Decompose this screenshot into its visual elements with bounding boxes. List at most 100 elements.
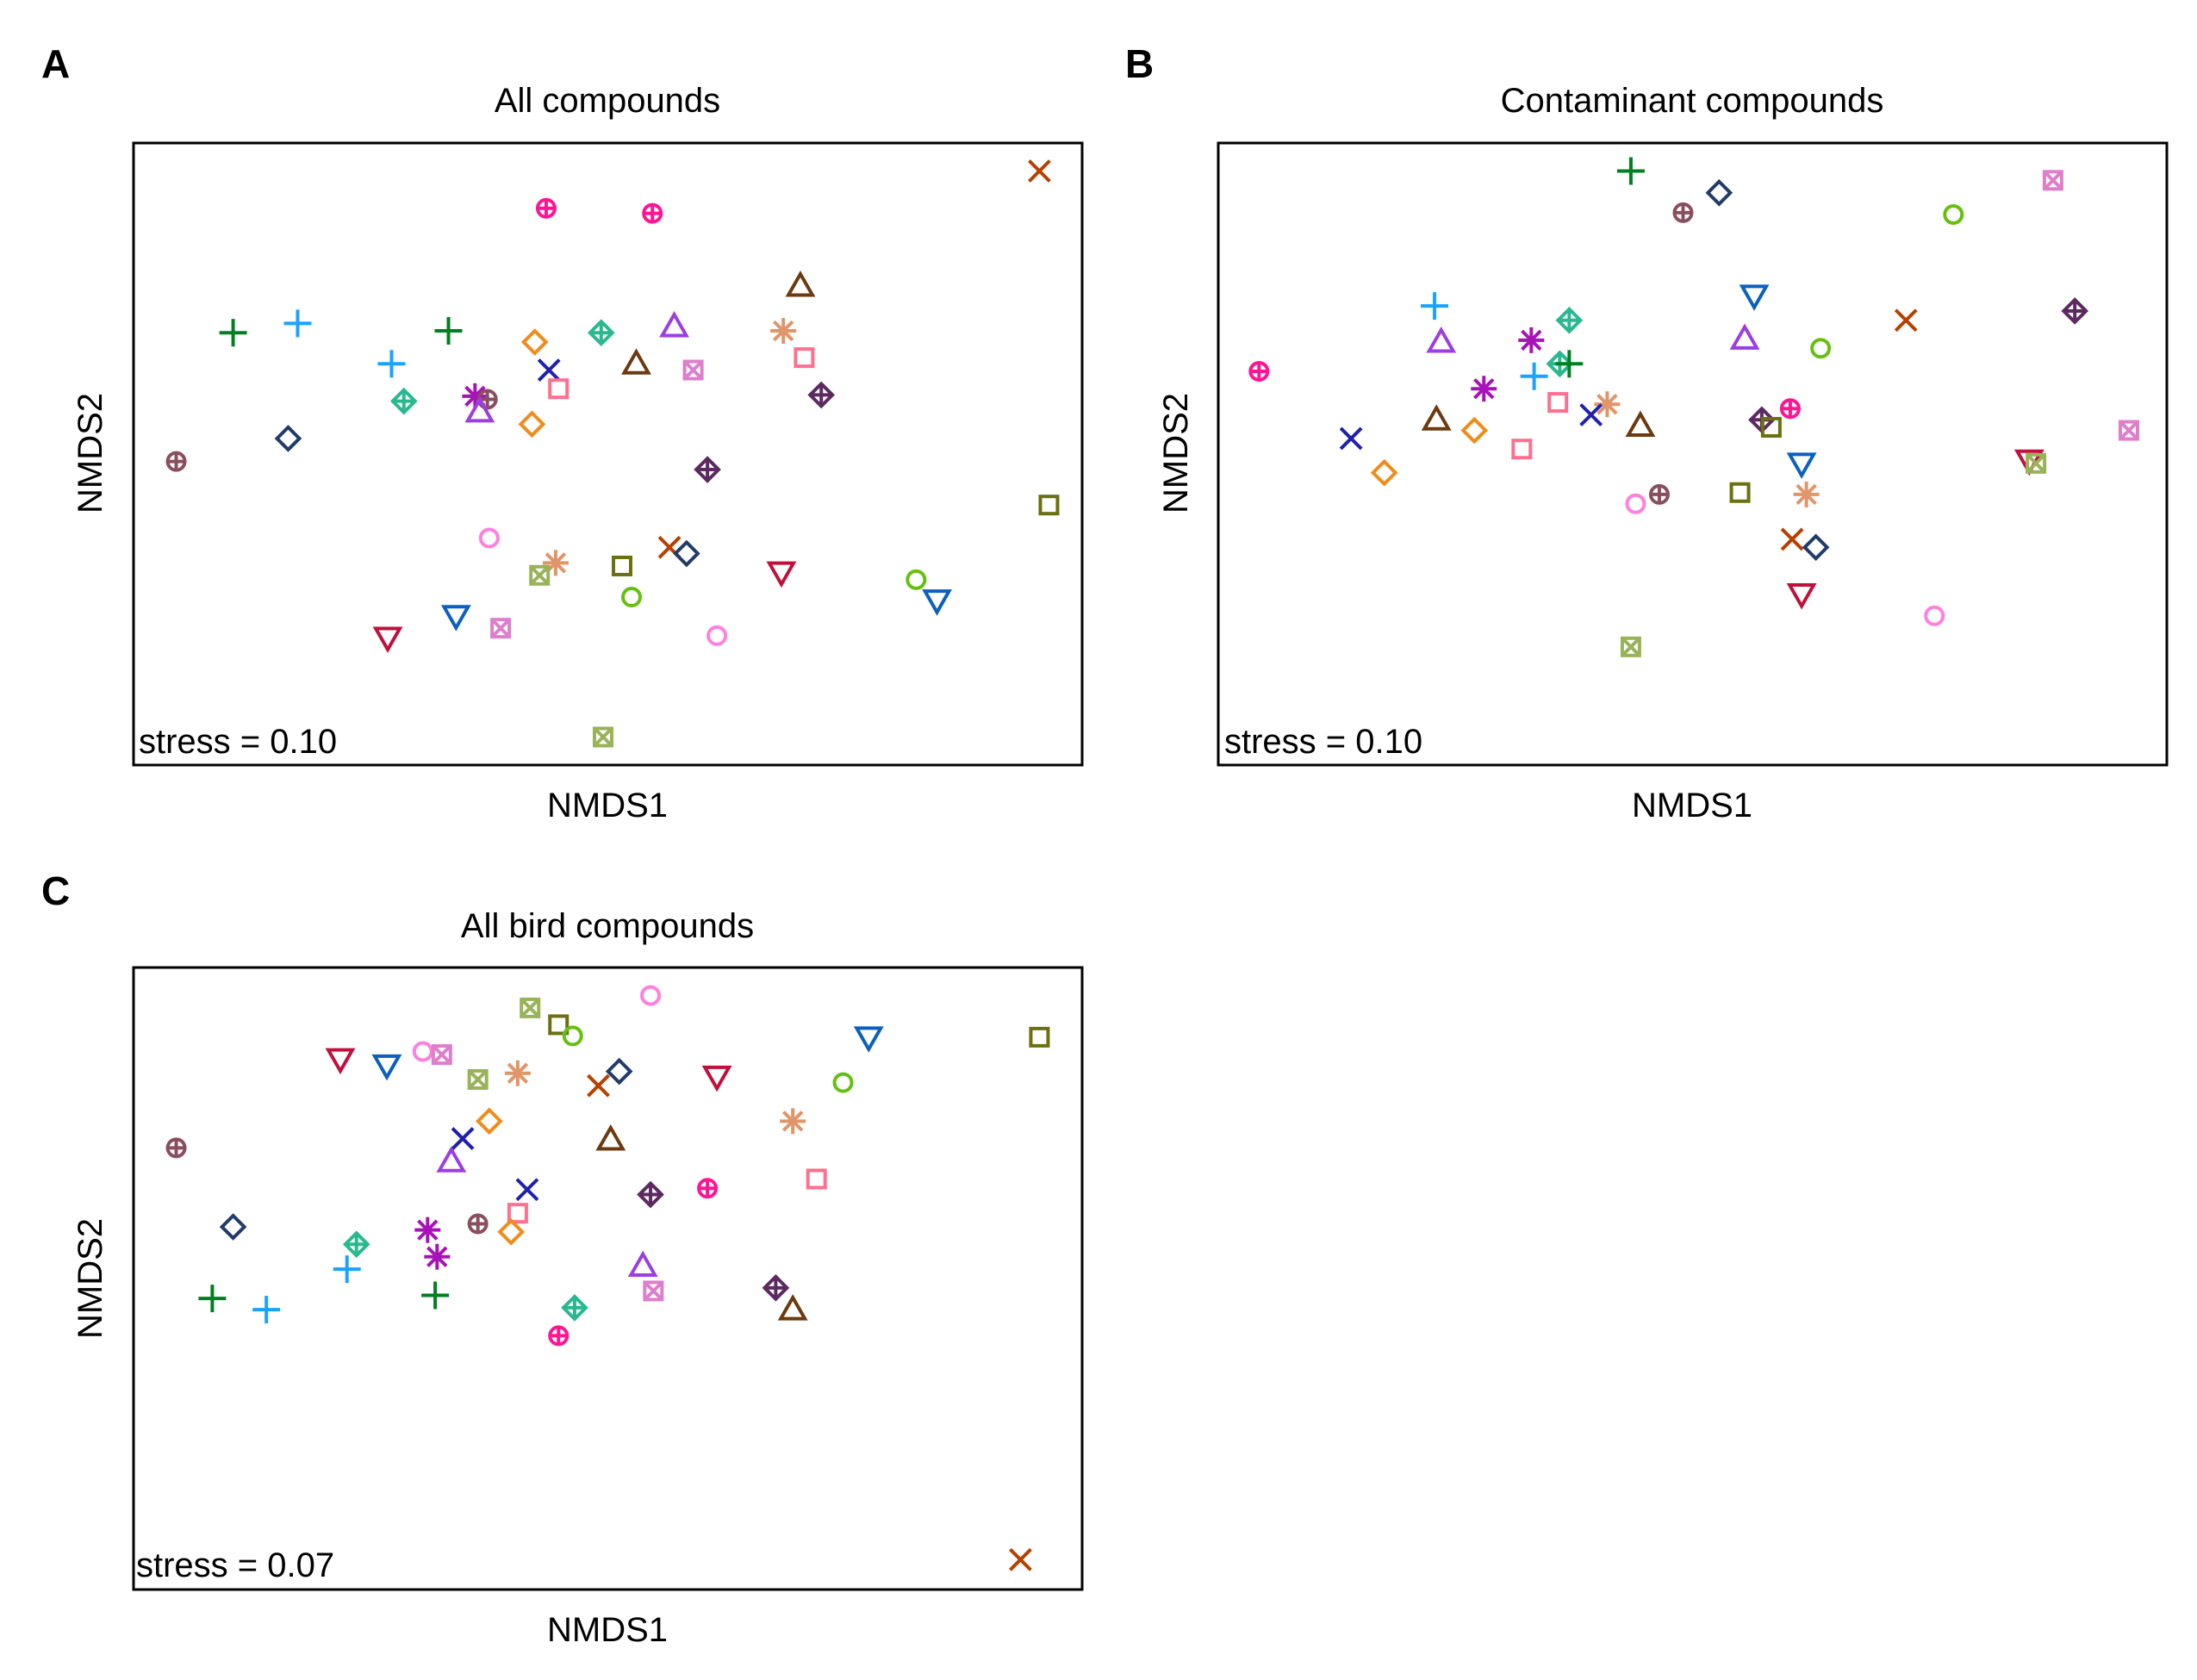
panel-b-y-axis-label: NMDS2 bbox=[1157, 393, 1195, 513]
scatter-point-a-7 bbox=[377, 350, 406, 378]
scatter-point-a-3 bbox=[1028, 159, 1051, 183]
scatter-point-b-7 bbox=[1555, 306, 1584, 334]
scatter-point-b-8 bbox=[1739, 284, 1770, 311]
scatter-point-a-42 bbox=[592, 726, 613, 748]
scatter-point-a-19 bbox=[389, 387, 418, 415]
scatter-point-b-22 bbox=[1579, 403, 1603, 426]
panel-letter-b: B bbox=[1125, 41, 1154, 86]
scatter-point-a-2 bbox=[642, 202, 663, 224]
scatter-point-c-32 bbox=[342, 1230, 370, 1259]
scatter-point-c-20 bbox=[451, 1127, 475, 1150]
scatter-point-c-4 bbox=[562, 1025, 583, 1047]
scatter-point-a-26 bbox=[694, 456, 721, 483]
panel-c-x-axis-label: NMDS1 bbox=[547, 1611, 668, 1649]
scatter-point-a-27 bbox=[1038, 495, 1060, 516]
scatter-point-a-34 bbox=[766, 561, 797, 588]
scatter-point-a-5 bbox=[283, 309, 312, 338]
scatter-point-a-17 bbox=[548, 378, 569, 400]
scatter-point-b-34 bbox=[1786, 452, 1817, 479]
panel-letter-c: C bbox=[41, 868, 70, 913]
panel-a-stress-label: stress = 0.10 bbox=[139, 723, 337, 761]
scatter-point-c-14 bbox=[587, 1073, 610, 1098]
scatter-point-c-18 bbox=[780, 1108, 806, 1135]
scatter-point-c-7 bbox=[325, 1048, 356, 1075]
scatter-point-a-40 bbox=[372, 626, 403, 654]
scatter-point-b-43 bbox=[1924, 605, 1945, 626]
scatter-point-c-31 bbox=[414, 1216, 441, 1243]
panel-a: A All compounds NMDS1 NMDS2 stress = 0.1… bbox=[41, 41, 1084, 824]
scatter-point-c-9 bbox=[431, 1044, 452, 1066]
scatter-point-b-16 bbox=[1555, 350, 1584, 378]
scatter-point-b-28 bbox=[1760, 416, 1782, 438]
scatter-point-c-39 bbox=[252, 1296, 281, 1324]
scatter-point-c-1 bbox=[640, 985, 662, 1006]
panel-a-plot-frame bbox=[132, 141, 1084, 767]
scatter-point-b-13 bbox=[1729, 323, 1760, 350]
scatter-point-a-4 bbox=[219, 319, 247, 347]
panel-c-title: All bird compounds bbox=[461, 907, 754, 945]
scatter-point-a-15 bbox=[682, 359, 704, 381]
scatter-point-b-39 bbox=[1625, 493, 1646, 514]
scatter-point-b-18 bbox=[1248, 360, 1270, 382]
panel-letter-a: A bbox=[41, 41, 70, 86]
scatter-point-c-29 bbox=[497, 1218, 526, 1246]
scatter-point-b-17 bbox=[1520, 362, 1548, 390]
panel-b-title: Contaminant compounds bbox=[1501, 82, 1884, 120]
scatter-point-c-2 bbox=[520, 997, 541, 1018]
scatter-point-b-25 bbox=[1421, 404, 1452, 431]
scatter-point-a-9 bbox=[587, 319, 615, 347]
scatter-point-c-3 bbox=[548, 1014, 569, 1036]
panel-c-y-axis-label: NMDS2 bbox=[72, 1218, 109, 1339]
scatter-point-c-12 bbox=[504, 1060, 531, 1086]
scatter-point-b-3 bbox=[1672, 202, 1694, 223]
scatter-point-b-20 bbox=[1547, 392, 1569, 414]
panel-c-plot-frame bbox=[132, 966, 1084, 1591]
scatter-point-c-15 bbox=[701, 1065, 732, 1092]
scatter-point-c-44 bbox=[1009, 1547, 1032, 1571]
scatter-point-b-1 bbox=[1616, 157, 1645, 185]
scatter-point-c-34 bbox=[333, 1255, 361, 1284]
scatter-point-b-21 bbox=[1594, 391, 1621, 418]
scatter-point-c-35 bbox=[627, 1250, 658, 1278]
scatter-point-a-18 bbox=[807, 381, 836, 409]
scatter-point-a-36 bbox=[906, 569, 927, 590]
scatter-point-b-19 bbox=[1471, 376, 1497, 402]
scatter-point-b-41 bbox=[1802, 533, 1830, 562]
scatter-point-b-37 bbox=[1729, 482, 1751, 503]
scatter-point-a-30 bbox=[529, 564, 551, 586]
scatter-point-c-22 bbox=[436, 1146, 467, 1173]
scatter-point-c-21 bbox=[595, 1123, 626, 1151]
scatter-point-a-16 bbox=[537, 358, 561, 382]
scatter-point-c-16 bbox=[832, 1072, 854, 1093]
scatter-point-c-36 bbox=[762, 1274, 790, 1302]
scatter-point-a-25 bbox=[165, 451, 187, 472]
scatter-point-b-23 bbox=[1779, 398, 1801, 420]
scatter-point-b-30 bbox=[1339, 426, 1363, 451]
scatter-point-b-9 bbox=[1894, 308, 1918, 333]
scatter-point-a-8 bbox=[520, 328, 549, 356]
scatter-point-b-27 bbox=[1625, 410, 1656, 438]
scatter-point-c-11 bbox=[467, 1068, 489, 1090]
scatter-point-b-33 bbox=[2026, 452, 2047, 474]
scatter-point-a-31 bbox=[612, 555, 633, 576]
scatter-point-c-28 bbox=[467, 1213, 489, 1235]
panel-c-points bbox=[165, 985, 1050, 1571]
scatter-point-b-35 bbox=[1370, 458, 1398, 487]
scatter-point-c-23 bbox=[806, 1168, 827, 1190]
scatter-point-c-13 bbox=[605, 1057, 633, 1086]
scatter-point-c-43 bbox=[548, 1325, 569, 1347]
panel-b: B Contaminant compounds NMDS1 NMDS2 stre… bbox=[1125, 41, 2169, 824]
scatter-point-b-29 bbox=[2118, 420, 2139, 441]
panel-b-x-axis-label: NMDS1 bbox=[1632, 787, 1752, 824]
scatter-point-c-41 bbox=[561, 1294, 588, 1322]
scatter-point-b-2 bbox=[1705, 178, 1733, 207]
scatter-point-a-37 bbox=[922, 589, 952, 616]
scatter-point-b-42 bbox=[1786, 582, 1817, 610]
scatter-point-b-31 bbox=[1511, 439, 1533, 460]
scatter-point-c-24 bbox=[515, 1178, 539, 1202]
panel-b-plot-frame bbox=[1217, 141, 2169, 767]
scatter-point-b-40 bbox=[1780, 527, 1804, 551]
scatter-point-b-26 bbox=[1460, 416, 1489, 445]
panel-a-title: All compounds bbox=[495, 82, 720, 120]
